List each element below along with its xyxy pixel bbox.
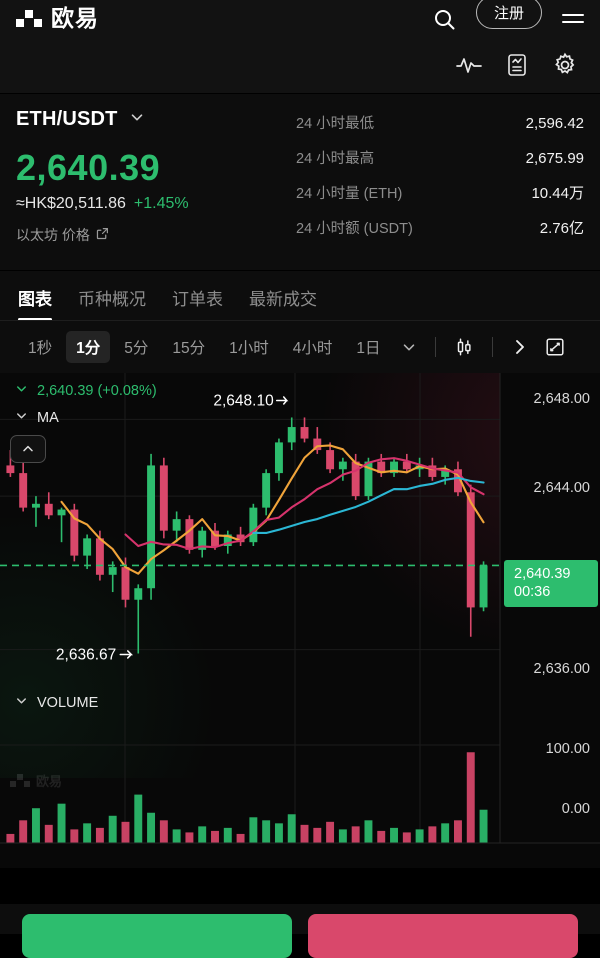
ticker-stats: 24 小时最低 2,596.42 24 小时最高 2,675.99 24 小时量…	[296, 108, 584, 252]
current-price-badge: 2,640.39 00:36	[504, 560, 598, 608]
chevron-right-icon[interactable]	[505, 334, 535, 360]
pair-selector[interactable]: ETH/USDT	[16, 108, 296, 131]
stat-value: 2,596.42	[525, 115, 584, 132]
gear-icon[interactable]	[552, 52, 578, 78]
stat-value: 2,675.99	[525, 150, 584, 167]
okx-watermark-mark	[10, 773, 30, 788]
timeframe-1d[interactable]: 1日	[356, 340, 381, 357]
chart-legend: 2,640.39 (+0.08%) MA	[14, 381, 157, 435]
table-row: 24 小时最高 2,675.99	[296, 147, 584, 168]
report-icon[interactable]	[506, 53, 528, 77]
search-icon[interactable]	[432, 7, 456, 31]
volume-tick: 100.00	[545, 741, 590, 757]
ticker-panel: ETH/USDT 2,640.39 ≈HK$20,511.86 +1.45% 以太…	[0, 94, 600, 271]
okx-watermark: 欧易	[10, 771, 62, 790]
stat-label: 24 小时最低	[296, 116, 375, 132]
timeframe-selector: 1秒 1分 5分 15分 1小时 4小时 1日	[0, 321, 600, 373]
svg-text:2,636.67: 2,636.67	[56, 646, 116, 663]
legend-ma-label: MA	[37, 409, 59, 426]
chevron-down-icon[interactable]	[14, 381, 29, 400]
table-row: 24 小时额 (USDT) 2.76亿	[296, 217, 584, 238]
chevron-down-icon[interactable]	[14, 408, 29, 427]
hamburger-icon[interactable]	[562, 14, 584, 23]
timeframe-1h[interactable]: 1小时	[229, 340, 269, 357]
tab-latest-trades[interactable]: 最新成交	[249, 290, 317, 309]
candlestick-type-icon[interactable]	[448, 333, 480, 361]
price-tick: 2,636.00	[533, 661, 590, 677]
price-axis: 2,648.00 2,644.00 2,636.00 2,640.39 00:3…	[500, 373, 600, 868]
current-price-value: 2,640.39	[514, 566, 571, 582]
change-percent: +1.45%	[133, 195, 189, 212]
volume-label-text: VOLUME	[37, 694, 99, 711]
tabs-divider	[0, 320, 600, 321]
stat-label: 24 小时额 (USDT)	[296, 221, 413, 237]
timeframe-1s[interactable]: 1秒	[28, 340, 53, 357]
timeframe-1m[interactable]: 1分	[66, 331, 111, 363]
okx-logo[interactable]: 欧易	[16, 7, 99, 30]
eth-price-link-label: 以太坊 价格	[16, 227, 90, 243]
timeframe-4h[interactable]: 4小时	[292, 340, 333, 357]
pair-name: ETH/USDT	[16, 108, 118, 130]
buy-button[interactable]	[22, 914, 292, 958]
table-row: 24 小时量 (ETH) 10.44万	[296, 182, 584, 203]
chevron-down-icon[interactable]	[395, 335, 423, 359]
brand-name: 欧易	[51, 5, 99, 31]
price-tick: 2,648.00	[533, 391, 590, 407]
nav-right-group: 注册	[432, 0, 584, 35]
last-price: 2,640.39	[16, 147, 161, 188]
fullscreen-icon[interactable]	[539, 333, 571, 361]
trade-action-bar	[0, 904, 600, 958]
chart-toolbar	[0, 37, 600, 94]
timeframe-5m[interactable]: 5分	[124, 340, 149, 357]
stat-value: 10.44万	[531, 185, 584, 202]
collapse-panel-button[interactable]	[10, 435, 46, 463]
svg-text:2,648.10: 2,648.10	[213, 392, 274, 409]
timeframe-15m[interactable]: 15分	[172, 340, 206, 357]
price-chart[interactable]: 2,640.39 (+0.08%) MA 2,648.10 2,636.67 2,…	[0, 373, 600, 868]
tab-coin-overview[interactable]: 币种概况	[78, 290, 146, 309]
volume-tick: 0.00	[561, 801, 590, 817]
toolbar-divider	[491, 337, 493, 357]
tab-orderbook[interactable]: 订单表	[172, 290, 223, 309]
tab-chart[interactable]: 图表	[18, 285, 52, 321]
chevron-down-icon[interactable]	[128, 108, 146, 131]
volume-pane-label[interactable]: VOLUME	[14, 693, 98, 712]
eth-price-link[interactable]: 以太坊 价格	[16, 225, 296, 245]
table-row: 24 小时最低 2,596.42	[296, 112, 584, 133]
toolbar-divider	[434, 337, 436, 357]
okx-logo-mark	[16, 9, 42, 28]
activity-pulse-icon[interactable]	[456, 54, 482, 76]
legend-quote-row[interactable]: 2,640.39 (+0.08%)	[14, 381, 157, 400]
sell-button[interactable]	[308, 914, 578, 958]
top-navigation-bar: 欧易 注册	[0, 0, 600, 37]
stat-value: 2.76亿	[539, 220, 584, 237]
legend-ma-row[interactable]: MA	[14, 408, 157, 427]
section-tabs: 图表 币种概况 订单表 最新成交	[0, 271, 600, 321]
countdown-timer: 00:36	[514, 584, 551, 601]
chevron-down-icon[interactable]	[14, 693, 29, 712]
ticker-primary: ETH/USDT 2,640.39 ≈HK$20,511.86 +1.45% 以太…	[16, 108, 296, 252]
okx-watermark-text: 欧易	[36, 774, 63, 789]
candlestick-canvas: 2,648.10 2,636.67	[0, 373, 600, 868]
external-link-icon	[96, 227, 109, 243]
fiat-price: ≈HK$20,511.86	[16, 195, 126, 212]
price-tick: 2,644.00	[533, 480, 590, 496]
stat-label: 24 小时最高	[296, 151, 375, 167]
stat-label: 24 小时量 (ETH)	[296, 186, 403, 202]
register-button[interactable]: 注册	[475, 0, 542, 29]
legend-quote: 2,640.39 (+0.08%)	[37, 382, 157, 399]
fiat-price-row: ≈HK$20,511.86 +1.45%	[16, 195, 296, 213]
